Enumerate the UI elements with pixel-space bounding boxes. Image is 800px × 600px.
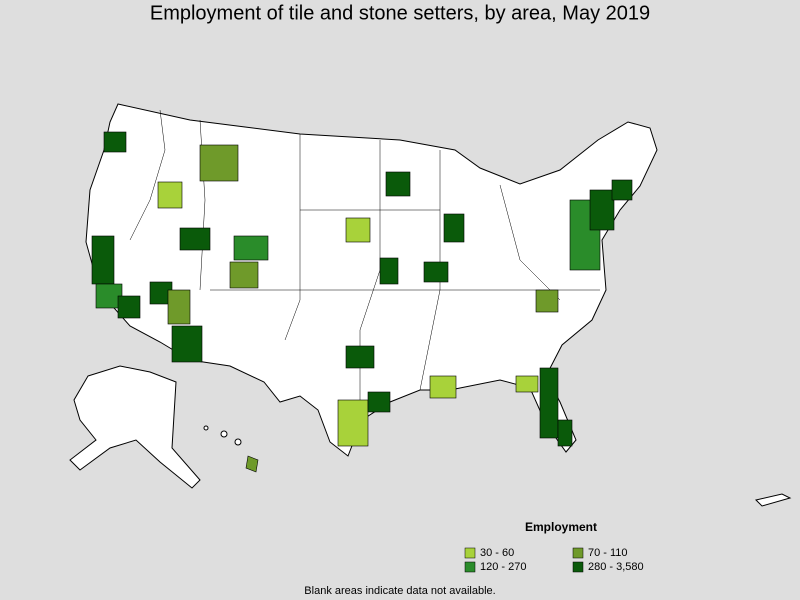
border (499, 184, 561, 301)
legend-swatch (464, 547, 476, 559)
legend-swatch (464, 561, 476, 573)
legend-swatch (572, 561, 584, 573)
legend-swatch (572, 547, 584, 559)
island (220, 430, 228, 438)
border (284, 134, 301, 341)
island (245, 455, 259, 473)
area (157, 181, 183, 209)
area (179, 227, 211, 251)
area (103, 131, 127, 153)
island (755, 493, 792, 507)
area (337, 399, 369, 447)
border (359, 140, 381, 420)
legend-label: 120 - 270 (480, 561, 526, 573)
area (429, 375, 457, 399)
island (203, 425, 209, 431)
alaska (69, 365, 201, 489)
area (171, 325, 203, 363)
area (589, 189, 615, 231)
area (379, 257, 399, 285)
area (233, 235, 269, 261)
area (515, 375, 539, 393)
legend-title: Employment (525, 520, 597, 534)
area (345, 217, 371, 243)
area (91, 235, 115, 285)
area (539, 367, 559, 439)
area (95, 283, 123, 309)
area (367, 391, 391, 413)
area (199, 144, 239, 182)
area (443, 213, 465, 243)
area (535, 289, 559, 313)
legend-label: 280 - 3,580 (588, 561, 644, 573)
map-areas (91, 131, 633, 447)
area (385, 171, 411, 197)
area (557, 419, 573, 447)
area (229, 261, 259, 289)
area (423, 261, 449, 283)
area (611, 179, 633, 201)
puerto-rico (755, 493, 792, 507)
area (117, 295, 141, 319)
island (234, 438, 242, 446)
legend: 30 - 60 70 - 110 120 - 270 280 - 3,580 (464, 547, 644, 573)
area (167, 289, 191, 325)
legend-label: 30 - 60 (480, 547, 514, 559)
footnote: Blank areas indicate data not available. (304, 585, 495, 597)
border (129, 109, 166, 241)
area (345, 345, 375, 369)
map-title: Employment of tile and stone setters, by… (150, 2, 650, 24)
legend-label: 70 - 110 (588, 547, 628, 559)
alaska-outline (69, 365, 201, 489)
hawaii (203, 425, 259, 473)
